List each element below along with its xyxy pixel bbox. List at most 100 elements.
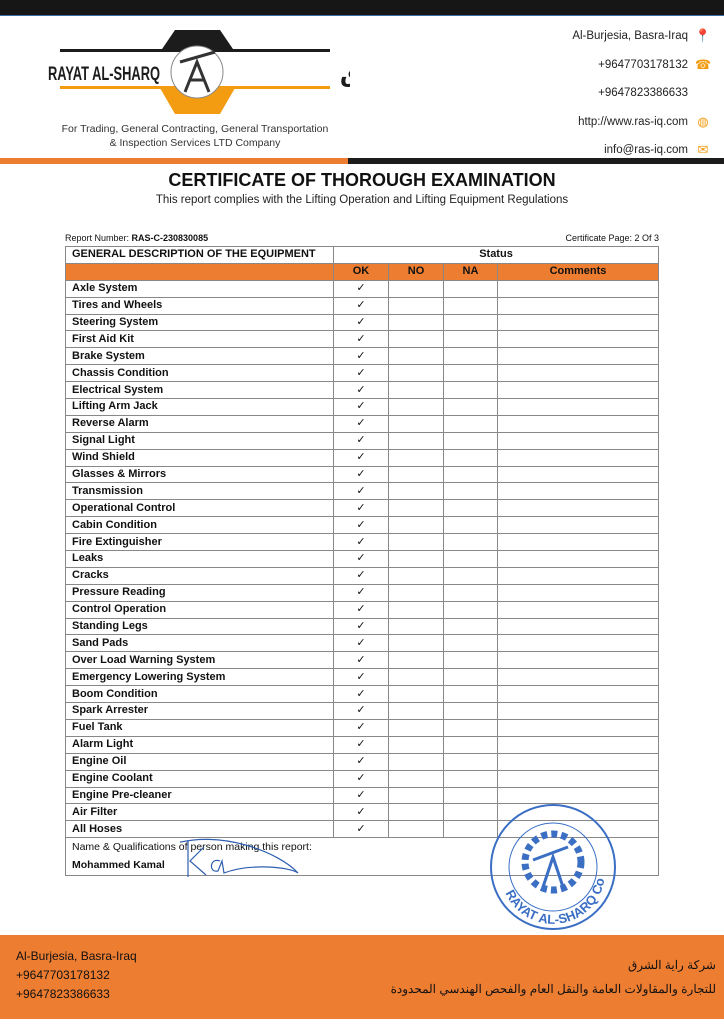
footer-address: Al-Burjesia, Basra-Iraq <box>16 949 137 963</box>
item-name: Transmission <box>65 482 334 501</box>
ok-cell: ✓ <box>333 313 389 332</box>
ok-cell: ✓ <box>333 499 389 518</box>
comments-cell <box>497 583 659 602</box>
table-row: Over Load Warning System ✓ <box>65 651 659 670</box>
contact-website[interactable]: http://www.ras-iq.com ◍ <box>572 108 710 137</box>
ok-cell: ✓ <box>333 533 389 552</box>
na-cell <box>443 516 498 535</box>
item-name: Boom Condition <box>65 685 334 704</box>
ok-cell: ✓ <box>333 550 389 568</box>
no-cell <box>388 398 444 416</box>
ok-cell: ✓ <box>333 735 389 754</box>
tagline-line1: For Trading, General Contracting, Genera… <box>61 123 329 135</box>
phone-text: +9647703178132 <box>598 58 688 71</box>
table-row: Tires and Wheels ✓ <box>65 296 659 315</box>
contact-phone-1: +9647703178132 ☎ <box>572 51 711 80</box>
col-comments: Comments <box>497 262 659 281</box>
comments-cell <box>497 482 659 501</box>
item-name: Standing Legs <box>65 617 334 636</box>
no-cell <box>388 769 444 788</box>
comments-cell <box>497 533 659 552</box>
no-cell <box>388 431 444 450</box>
no-cell <box>388 718 444 737</box>
item-name: Signal Light <box>65 431 334 450</box>
ok-cell: ✓ <box>333 465 389 484</box>
na-cell <box>443 465 498 484</box>
table-row: Cracks ✓ <box>65 566 659 585</box>
table-row: Standing Legs ✓ <box>65 617 659 636</box>
table-row: Control Operation ✓ <box>65 600 659 619</box>
ok-cell: ✓ <box>333 431 389 450</box>
table-row: Steering System ✓ <box>65 313 659 332</box>
no-cell <box>388 786 444 805</box>
item-name: Engine Oil <box>65 752 334 771</box>
na-cell <box>443 769 498 788</box>
comments-cell <box>497 448 659 467</box>
table-row: Glasses & Mirrors ✓ <box>65 465 659 484</box>
ok-cell: ✓ <box>333 786 389 805</box>
na-cell <box>443 685 498 704</box>
comments-cell <box>497 381 659 400</box>
no-cell <box>388 668 444 687</box>
table-row: Fire Extinguisher ✓ <box>65 533 659 552</box>
comments-cell <box>497 414 659 433</box>
item-name: Leaks <box>65 550 334 568</box>
table-row: Sand Pads ✓ <box>65 634 659 653</box>
envelope-icon: ✉ <box>697 142 709 158</box>
table-row: Alarm Light ✓ <box>65 735 659 754</box>
na-cell <box>443 398 498 416</box>
ok-cell: ✓ <box>333 685 389 704</box>
svg-text:راية الشرق: راية الشرق <box>340 60 350 88</box>
comments-cell <box>497 313 659 332</box>
website-link[interactable]: http://www.ras-iq.com <box>578 115 688 128</box>
desc-header: GENERAL DESCRIPTION OF THE EQUIPMENT <box>65 246 334 264</box>
inspection-table: GENERAL DESCRIPTION OF THE EQUIPMENT Stat… <box>65 246 659 877</box>
no-cell <box>388 617 444 636</box>
no-cell <box>388 482 444 501</box>
comments-cell <box>497 330 659 349</box>
na-cell <box>443 414 498 433</box>
na-cell <box>443 735 498 754</box>
col-na: NA <box>443 262 498 281</box>
item-name: Lifting Arm Jack <box>65 398 334 416</box>
comments-cell <box>497 296 659 315</box>
no-cell <box>388 414 444 433</box>
na-cell <box>443 279 498 298</box>
location-pin-icon: 📍 <box>694 28 712 44</box>
na-cell <box>443 347 498 366</box>
report-number-label: Report Number: <box>65 233 132 243</box>
na-cell <box>443 448 498 467</box>
ok-cell: ✓ <box>333 381 389 400</box>
na-cell <box>443 600 498 619</box>
na-cell <box>443 718 498 737</box>
comments-cell <box>497 566 659 585</box>
no-cell <box>388 752 444 771</box>
page-title: CERTIFICATE OF THOROUGH EXAMINATION <box>168 170 556 190</box>
ok-cell: ✓ <box>333 566 389 585</box>
item-name: Tires and Wheels <box>65 296 334 315</box>
table-row: Leaks ✓ <box>65 550 659 568</box>
item-name: Air Filter <box>65 803 334 822</box>
item-name: Operational Control <box>65 499 334 518</box>
item-name: Emergency Lowering System <box>65 668 334 687</box>
no-cell <box>388 465 444 484</box>
footer-phone-1: +9647703178132 <box>16 968 110 982</box>
contact-email[interactable]: info@ras-iq.com ✉ <box>572 136 710 165</box>
phone-text: +9647823386633 <box>598 87 688 100</box>
table-row: Electrical System ✓ <box>65 381 659 400</box>
item-name: Sand Pads <box>65 634 334 653</box>
na-cell <box>443 752 498 771</box>
ok-cell: ✓ <box>333 718 389 737</box>
ok-cell: ✓ <box>333 482 389 501</box>
company-stamp: RAYAT AL-SHARQ Co. <box>488 802 616 930</box>
table-row: Lifting Arm Jack ✓ <box>65 398 659 416</box>
table-row: Boom Condition ✓ <box>65 685 659 704</box>
no-cell <box>388 330 444 349</box>
no-cell <box>388 313 444 332</box>
comments-cell <box>497 735 659 754</box>
na-cell <box>443 482 498 501</box>
email-link[interactable]: info@ras-iq.com <box>604 144 688 157</box>
table-row: Engine Pre-cleaner ✓ <box>65 786 659 805</box>
na-cell <box>443 566 498 585</box>
na-cell <box>443 330 498 349</box>
